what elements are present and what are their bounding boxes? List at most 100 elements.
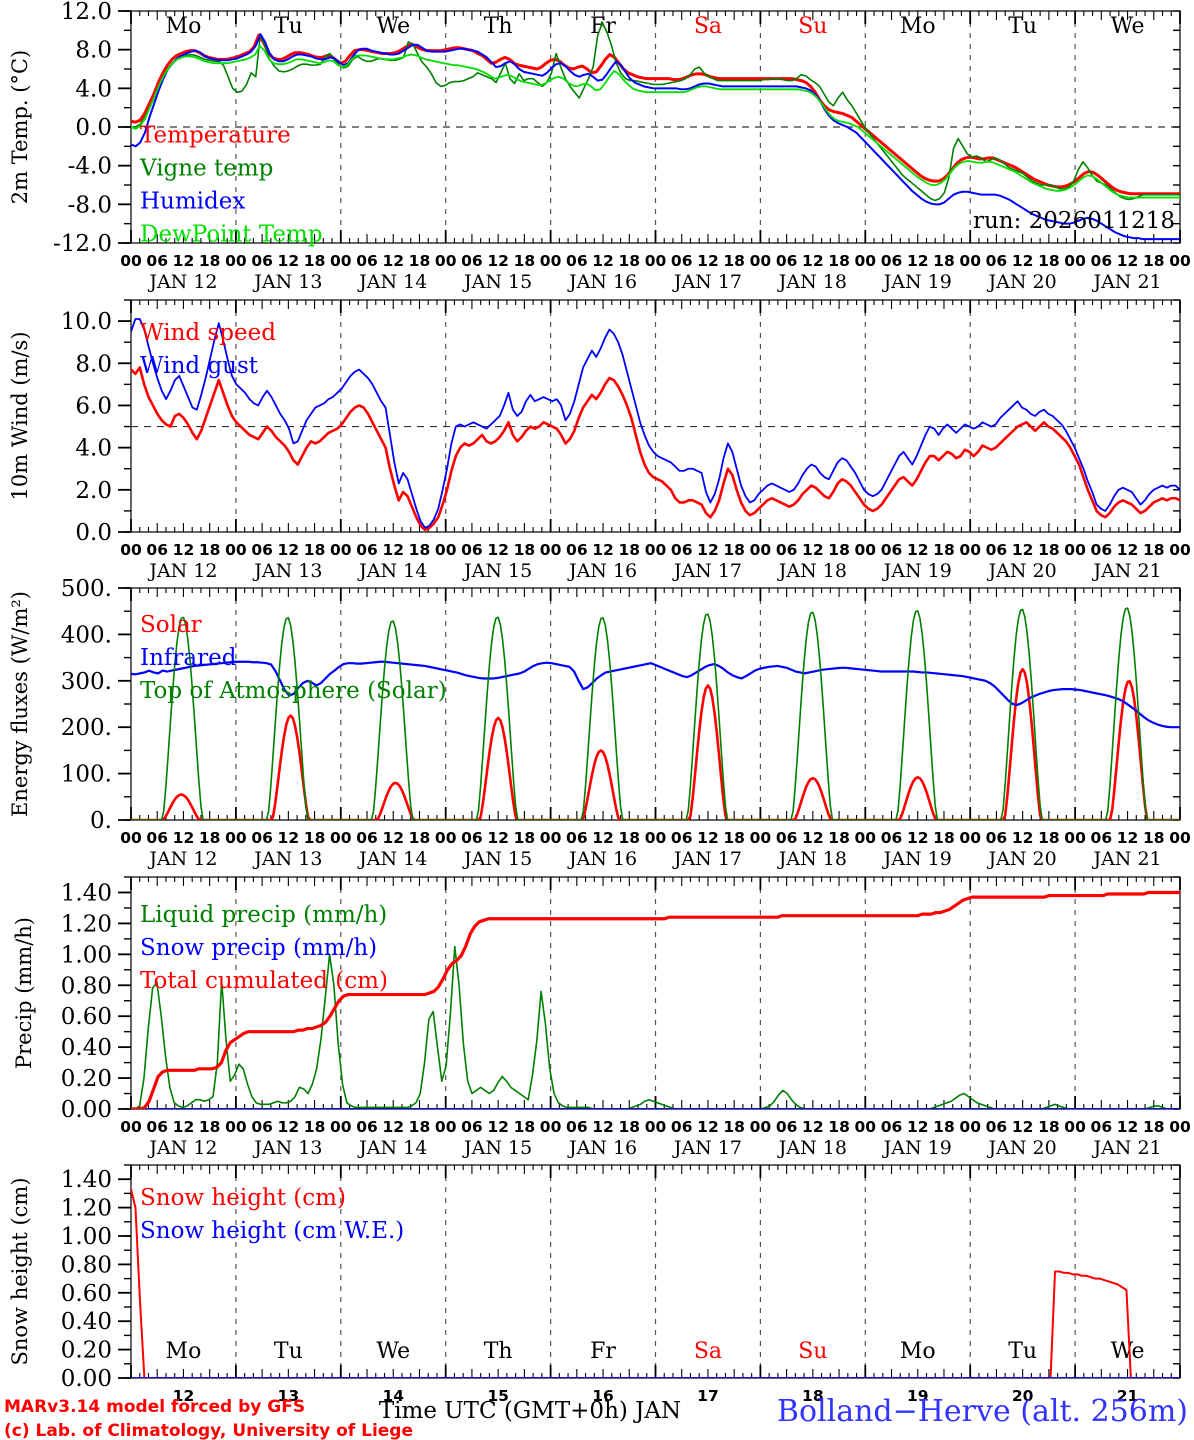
- x-hour-label: 00: [855, 829, 877, 847]
- series-liquid-precip-mm-h: [131, 945, 1180, 1109]
- x-day-label: JAN 16: [567, 271, 637, 293]
- dow-label: We: [376, 14, 410, 39]
- x-hour-label: 18: [1038, 829, 1060, 847]
- x-hour-label: 12: [1117, 252, 1139, 270]
- x-hour-label: 12: [592, 541, 614, 559]
- y-tick-label: 1.20: [61, 1196, 112, 1222]
- x-day-number: 19: [907, 1387, 929, 1405]
- x-hour-label: 06: [356, 829, 378, 847]
- x-day-label: JAN 21: [1091, 1137, 1161, 1159]
- x-hour-label: 18: [933, 1118, 955, 1136]
- x-hour-label: 18: [199, 541, 221, 559]
- x-hour-label: 18: [304, 252, 326, 270]
- y-tick-label: 8.0: [75, 38, 112, 64]
- x-hour-label: 06: [776, 252, 798, 270]
- x-day-label: JAN 12: [147, 1137, 217, 1159]
- x-day-label: JAN 16: [567, 1137, 637, 1159]
- x-hour-label: 06: [566, 829, 588, 847]
- legend-item: Solar: [140, 612, 202, 638]
- x-hour-label: 18: [1038, 541, 1060, 559]
- dow-label: Tu: [274, 1339, 303, 1364]
- x-hour-label: 12: [382, 1118, 404, 1136]
- x-hour-label: 00: [645, 829, 667, 847]
- x-hour-label: 18: [1143, 252, 1165, 270]
- x-hour-label: 12: [1012, 1118, 1034, 1136]
- series-humidex: [131, 33, 1180, 241]
- x-day-label: JAN 16: [567, 560, 637, 582]
- x-hour-label: 06: [251, 1118, 273, 1136]
- x-hour-label: 00: [1064, 252, 1086, 270]
- x-hour-label: 00: [1064, 541, 1086, 559]
- x-hour-label: 00: [1169, 829, 1191, 847]
- x-hour-label: 00: [330, 829, 352, 847]
- series-wind-speed: [131, 366, 1180, 532]
- x-hour-label: 12: [487, 541, 509, 559]
- x-hour-label: 12: [592, 829, 614, 847]
- x-day-label: JAN 17: [672, 1137, 742, 1159]
- x-hour-label: 00: [750, 1118, 772, 1136]
- series-temperature: [131, 33, 1180, 196]
- x-day-label: JAN 14: [357, 560, 427, 582]
- dow-label: Mo: [900, 1339, 936, 1364]
- x-hour-label: 12: [1117, 829, 1139, 847]
- x-hour-label: 06: [251, 829, 273, 847]
- x-hour-label: 18: [723, 829, 745, 847]
- x-day-number: 20: [1012, 1387, 1034, 1405]
- x-hour-label: 12: [173, 1118, 195, 1136]
- x-day-label: JAN 18: [777, 848, 847, 870]
- dow-label: Sa: [694, 1339, 722, 1364]
- x-day-number: 14: [382, 1387, 404, 1405]
- x-hour-label: 00: [645, 252, 667, 270]
- dow-label: Tu: [1008, 1339, 1037, 1364]
- y-tick-label: 0.0: [75, 115, 112, 141]
- x-hour-label: 00: [1064, 829, 1086, 847]
- x-hour-label: 06: [671, 541, 693, 559]
- x-day-number: 17: [697, 1387, 719, 1405]
- panel-precip: 0.00 0.20 0.40 0.60 0.80 1.00 1.20 1.40 Precip (…: [12, 876, 1191, 1159]
- y-axis-title: 2m Temp. (°C): [8, 50, 32, 204]
- x-hour-label: 06: [251, 541, 273, 559]
- x-day-label: JAN 21: [1091, 560, 1161, 582]
- x-hour-label: 12: [278, 1118, 300, 1136]
- y-tick-label: -8.0: [68, 192, 112, 218]
- legend-item: Liquid precip (mm/h): [140, 902, 387, 928]
- y-tick-label: 0.40: [61, 1035, 112, 1061]
- x-hour-label: 12: [278, 541, 300, 559]
- x-hour-label: 00: [225, 252, 247, 270]
- dow-label: Th: [484, 14, 513, 39]
- y-tick-label: 400.: [61, 622, 112, 648]
- x-hour-label: 18: [199, 829, 221, 847]
- y-tick-label: 0.60: [61, 1281, 112, 1307]
- y-tick-label: 1.40: [61, 880, 112, 906]
- x-hour-label: 18: [828, 829, 850, 847]
- x-hour-label: 06: [671, 1118, 693, 1136]
- x-day-label: JAN 12: [147, 848, 217, 870]
- x-hour-label: 18: [304, 541, 326, 559]
- x-hour-label: 18: [723, 1118, 745, 1136]
- x-hour-label: 12: [382, 829, 404, 847]
- x-hour-label: 00: [1169, 1118, 1191, 1136]
- legend-item: Temperature: [140, 122, 291, 148]
- y-tick-label: 12.0: [61, 0, 112, 25]
- x-day-label: JAN 14: [357, 1137, 427, 1159]
- x-hour-label: 00: [435, 541, 457, 559]
- legend-item: Wind gust: [140, 353, 259, 379]
- y-axis-title: Precip (mm/h): [12, 917, 36, 1069]
- x-hour-label: 12: [697, 541, 719, 559]
- x-hour-label: 18: [514, 1118, 536, 1136]
- x-hour-label: 06: [881, 541, 903, 559]
- dow-label: Mo: [166, 1339, 202, 1364]
- x-hour-label: 12: [1117, 1118, 1139, 1136]
- series-vigne-temp: [131, 21, 1180, 202]
- legend-item: Infrared: [140, 645, 237, 671]
- x-day-label: JAN 18: [777, 1137, 847, 1159]
- dow-label: Tu: [274, 14, 303, 39]
- x-hour-label: 18: [409, 541, 431, 559]
- x-day-label: JAN 12: [147, 271, 217, 293]
- x-day-label: JAN 20: [987, 848, 1057, 870]
- x-hour-label: 00: [645, 1118, 667, 1136]
- dow-label: Tu: [1008, 14, 1037, 39]
- x-day-label: JAN 19: [882, 271, 952, 293]
- series-top-of-atmosphere-solar: [131, 607, 1180, 820]
- x-hour-label: 06: [671, 252, 693, 270]
